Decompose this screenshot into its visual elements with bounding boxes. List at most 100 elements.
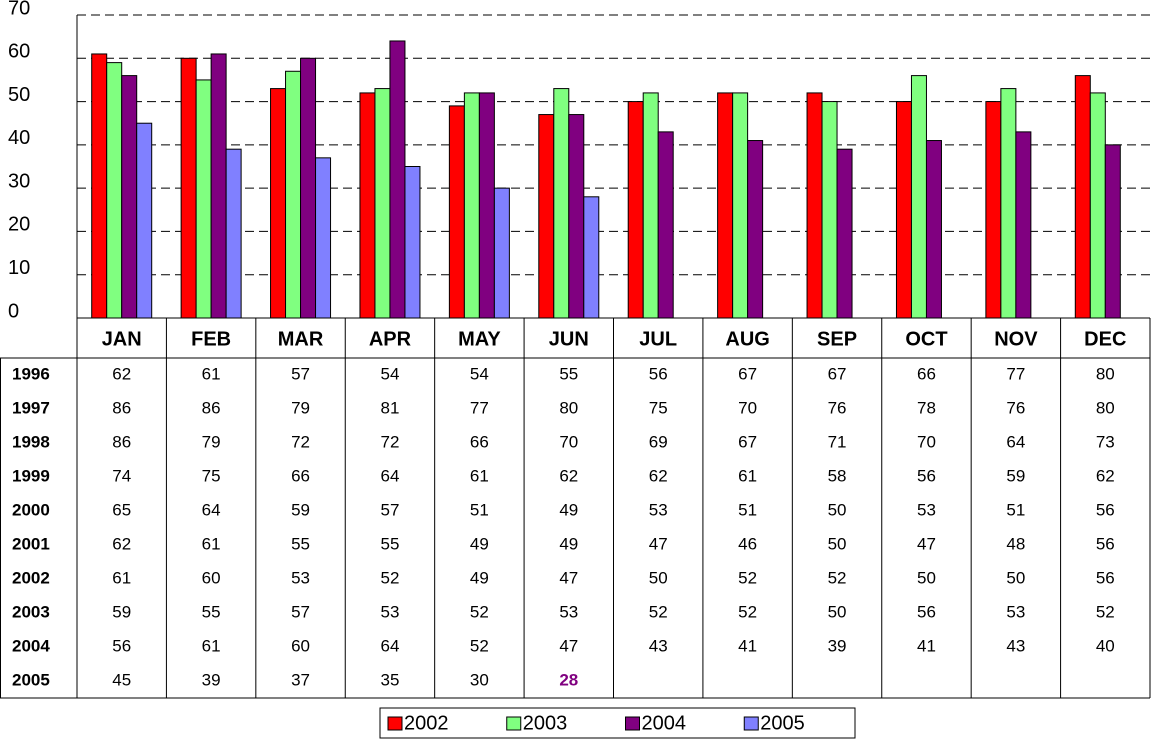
table-cell: 54 bbox=[470, 364, 489, 383]
table-cell: 77 bbox=[470, 398, 489, 417]
table-cell: 80 bbox=[1096, 364, 1115, 383]
table-cell: 49 bbox=[470, 568, 489, 587]
legend-swatch bbox=[506, 716, 522, 731]
table-cell: 40 bbox=[1096, 636, 1115, 655]
table-cell: 70 bbox=[559, 432, 578, 451]
table-cell: 51 bbox=[738, 500, 757, 519]
bar bbox=[538, 114, 555, 319]
table-cell: 49 bbox=[559, 500, 578, 519]
table-cell: 62 bbox=[559, 466, 578, 485]
legend-box bbox=[379, 707, 856, 739]
row-label: 2003 bbox=[12, 602, 50, 621]
bar bbox=[478, 92, 495, 319]
legend-label: 2004 bbox=[642, 712, 687, 734]
table-cell: 52 bbox=[470, 636, 489, 655]
bar bbox=[1089, 92, 1106, 319]
x-tick-label: SEP bbox=[817, 328, 857, 350]
table-cell: 50 bbox=[649, 568, 668, 587]
table-cell: 64 bbox=[380, 636, 399, 655]
table-cell: 64 bbox=[202, 500, 221, 519]
table-cell: 52 bbox=[738, 602, 757, 621]
table-cell: 67 bbox=[738, 364, 757, 383]
table-cell: 50 bbox=[828, 534, 847, 553]
table-cell: 65 bbox=[112, 500, 131, 519]
table-cell: 71 bbox=[828, 432, 847, 451]
table-cell: 67 bbox=[738, 432, 757, 451]
legend-swatch bbox=[387, 716, 403, 731]
row-label: 2000 bbox=[12, 500, 50, 519]
table-cell: 55 bbox=[559, 364, 578, 383]
table-cell: 55 bbox=[291, 534, 310, 553]
table-cell: 43 bbox=[649, 636, 668, 655]
table-cell: 56 bbox=[1096, 534, 1115, 553]
table-cell: 67 bbox=[828, 364, 847, 383]
table-cell: 56 bbox=[112, 636, 131, 655]
table-cell: 56 bbox=[1096, 568, 1115, 587]
bar bbox=[910, 75, 927, 319]
x-tick-label: NOV bbox=[994, 328, 1038, 350]
table-cell: 52 bbox=[738, 568, 757, 587]
table-cell: 70 bbox=[738, 398, 757, 417]
table-cell: 47 bbox=[559, 636, 578, 655]
table-cell: 86 bbox=[112, 398, 131, 417]
table-cell: 48 bbox=[1006, 534, 1025, 553]
table-cell: 62 bbox=[1096, 466, 1115, 485]
table-cell: 72 bbox=[291, 432, 310, 451]
bar bbox=[985, 101, 1002, 319]
row-label: 1998 bbox=[12, 432, 50, 451]
bar bbox=[374, 88, 391, 319]
table-cell: 58 bbox=[828, 466, 847, 485]
table-cell: 64 bbox=[380, 466, 399, 485]
bar bbox=[1000, 88, 1017, 319]
y-tick-label: 30 bbox=[8, 170, 30, 192]
table-cell: 79 bbox=[291, 398, 310, 417]
table-cell: 50 bbox=[828, 500, 847, 519]
x-tick-label: MAY bbox=[458, 328, 501, 350]
x-tick-label: AUG bbox=[725, 328, 769, 350]
table-cell: 75 bbox=[649, 398, 668, 417]
bar bbox=[300, 57, 317, 319]
table-cell: 41 bbox=[738, 636, 757, 655]
table-cell: 75 bbox=[202, 466, 221, 485]
table-cell: 86 bbox=[112, 432, 131, 451]
table-cell: 72 bbox=[380, 432, 399, 451]
x-tick-label: OCT bbox=[905, 328, 947, 350]
table-cell: 49 bbox=[559, 534, 578, 553]
table-cell: 35 bbox=[380, 670, 399, 689]
table-cell: 47 bbox=[917, 534, 936, 553]
bar bbox=[1015, 131, 1032, 319]
table-cell: 53 bbox=[649, 500, 668, 519]
bar bbox=[448, 105, 465, 319]
table-cell: 61 bbox=[470, 466, 489, 485]
legend-label: 2005 bbox=[760, 712, 805, 734]
table-cell: 64 bbox=[1006, 432, 1025, 451]
table-cell: 53 bbox=[1006, 602, 1025, 621]
bar bbox=[463, 92, 480, 319]
table-cell: 61 bbox=[202, 364, 221, 383]
bar bbox=[1104, 144, 1121, 319]
table-cell: 61 bbox=[202, 636, 221, 655]
bar bbox=[732, 92, 749, 319]
row-label: 2001 bbox=[12, 534, 50, 553]
table-cell: 78 bbox=[917, 398, 936, 417]
table-cell: 80 bbox=[1096, 398, 1115, 417]
table-cell: 61 bbox=[738, 466, 757, 485]
table-cell: 61 bbox=[112, 568, 131, 587]
table-cell: 59 bbox=[291, 500, 310, 519]
table-cell: 46 bbox=[738, 534, 757, 553]
table-cell: 55 bbox=[380, 534, 399, 553]
table-cell: 50 bbox=[917, 568, 936, 587]
table-cell: 39 bbox=[828, 636, 847, 655]
table-cell: 51 bbox=[1006, 500, 1025, 519]
table-cell: 56 bbox=[917, 602, 936, 621]
bar bbox=[642, 92, 659, 319]
table-cell: 62 bbox=[112, 534, 131, 553]
bar bbox=[359, 92, 376, 319]
x-tick-label: JUN bbox=[549, 328, 589, 350]
x-tick-label: FEB bbox=[191, 328, 231, 350]
table-cell: 60 bbox=[202, 568, 221, 587]
table-cell: 66 bbox=[917, 364, 936, 383]
y-tick-label: 0 bbox=[8, 300, 19, 322]
bar bbox=[210, 53, 227, 319]
